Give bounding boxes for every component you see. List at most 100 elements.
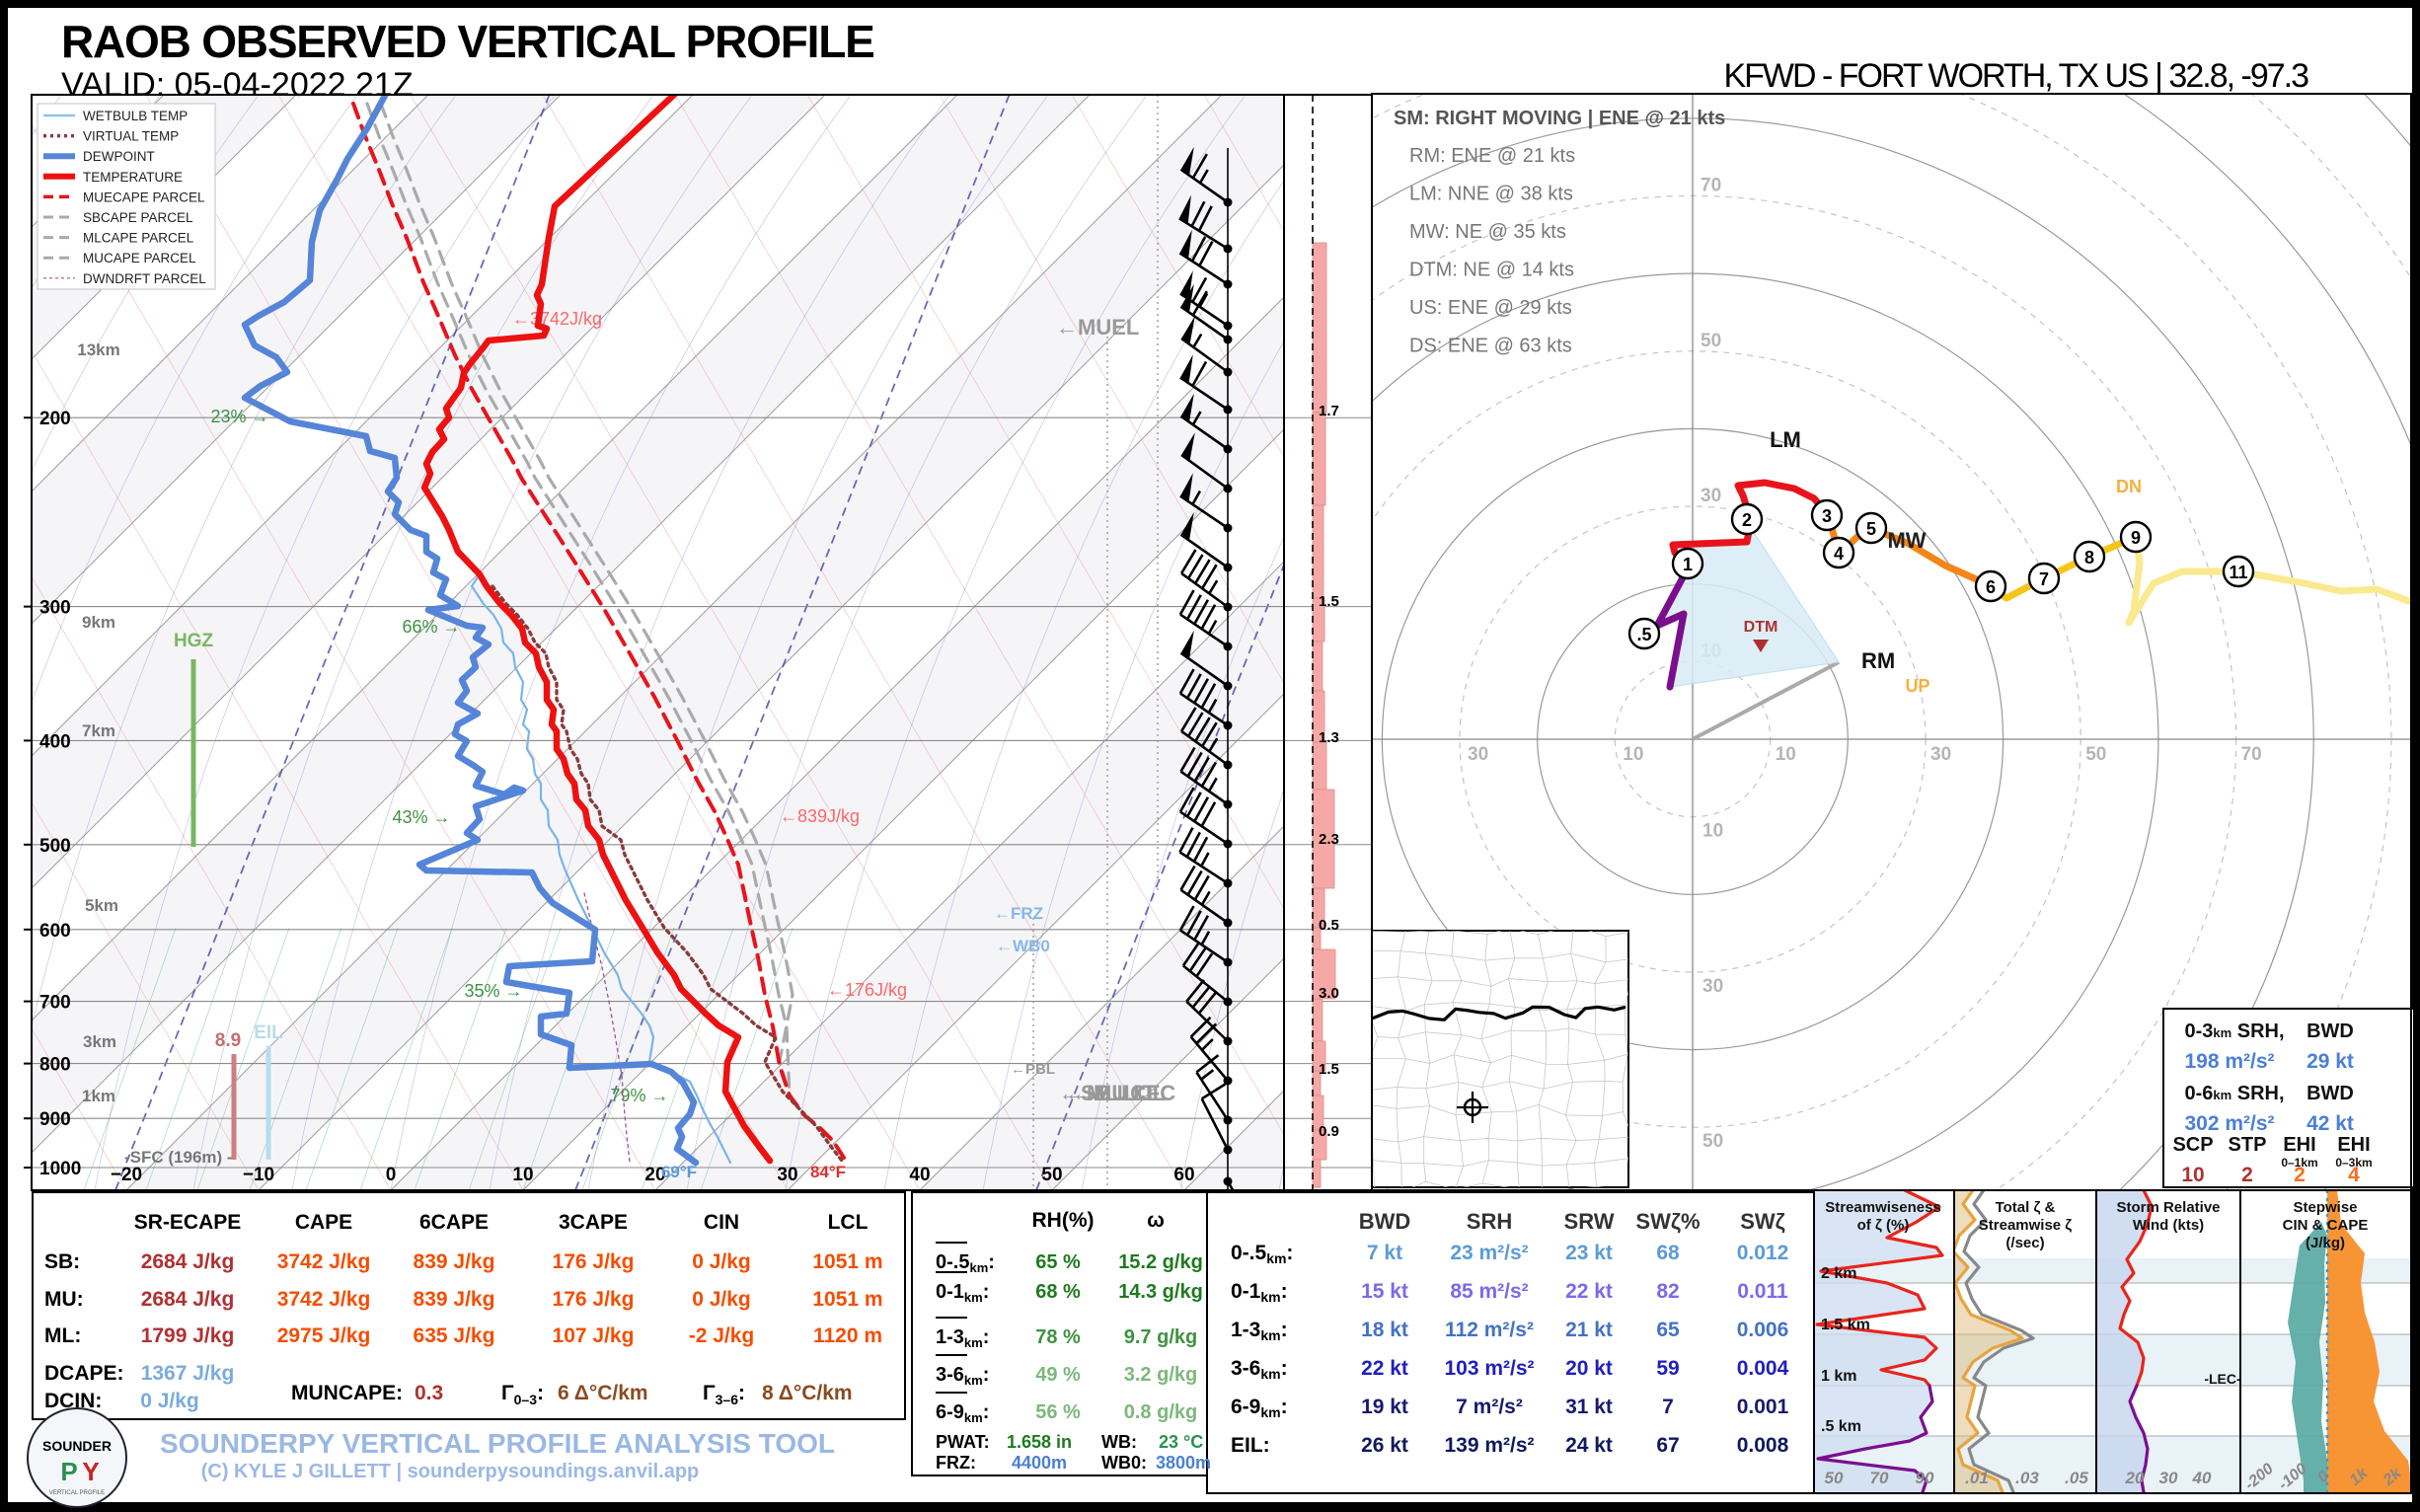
svg-text:CIN: CIN (704, 1211, 739, 1234)
svg-text:23% →: 23% → (210, 407, 268, 426)
svg-text:1051 m: 1051 m (812, 1250, 882, 1273)
svg-text:TEMPERATURE: TEMPERATURE (83, 170, 183, 185)
svg-text:WB:: WB: (1101, 1432, 1137, 1452)
svg-text:0.011: 0.011 (1737, 1280, 1788, 1303)
svg-text:22 kt: 22 kt (1565, 1280, 1613, 1303)
svg-text:MUCAPE PARCEL: MUCAPE PARCEL (83, 251, 196, 265)
svg-text:SWζ%: SWζ% (1635, 1209, 1700, 1234)
svg-text:.5 km: .5 km (1821, 1418, 1861, 1435)
svg-text:DTM: DTM (1744, 619, 1778, 636)
svg-text:15 kt: 15 kt (1361, 1280, 1408, 1303)
svg-text:EIL: EIL (254, 1022, 283, 1043)
svg-text:-2 J/kg: -2 J/kg (689, 1324, 755, 1347)
svg-text:7: 7 (2039, 569, 2049, 589)
svg-text:RH(%): RH(%) (1032, 1209, 1095, 1232)
svg-text:7km: 7km (82, 721, 115, 740)
svg-text:(C) KYLE J GILLETT | sounderpy: (C) KYLE J GILLETT | sounderpysoundings.… (201, 1461, 700, 1482)
svg-text:−10: −10 (243, 1165, 274, 1185)
svg-text:67: 67 (1656, 1434, 1679, 1457)
svg-text:−20: −20 (111, 1165, 142, 1185)
svg-text:SM: RIGHT MOVING | ENE @ 21 kt: SM: RIGHT MOVING | ENE @ 21 kts (1394, 108, 1725, 129)
svg-text:←PBL: ←PBL (1011, 1061, 1055, 1078)
svg-text:82: 82 (1656, 1280, 1679, 1303)
svg-text:BWD: BWD (1359, 1209, 1411, 1234)
svg-text:66% →: 66% → (402, 617, 460, 637)
svg-text:139 m²/s²: 139 m²/s² (1444, 1434, 1534, 1457)
svg-text:10: 10 (512, 1165, 533, 1185)
svg-text:19 kt: 19 kt (1361, 1396, 1408, 1418)
svg-text:50: 50 (1702, 1131, 1723, 1152)
svg-text:50: 50 (1701, 331, 1721, 351)
svg-text:5km: 5km (85, 896, 118, 915)
svg-text:30: 30 (1702, 976, 1723, 997)
svg-text:839 J/kg: 839 J/kg (414, 1288, 495, 1311)
svg-text:6 Δ°C/km: 6 Δ°C/km (558, 1382, 648, 1404)
svg-text:←SB LCL: ←SB LCL (1059, 1081, 1159, 1105)
svg-text:CAPE: CAPE (295, 1211, 352, 1234)
svg-text:3km: 3km (83, 1032, 116, 1051)
svg-text:4: 4 (2348, 1164, 2360, 1186)
svg-text:103 m²/s²: 103 m²/s² (1444, 1357, 1534, 1380)
svg-text:30: 30 (777, 1165, 797, 1185)
svg-text:.05: .05 (2065, 1469, 2088, 1487)
svg-text:PWAT:: PWAT: (936, 1432, 990, 1452)
svg-text:2684 J/kg: 2684 J/kg (141, 1288, 235, 1311)
svg-text:←FRZ: ←FRZ (994, 904, 1043, 923)
svg-text:HGZ: HGZ (174, 631, 214, 651)
svg-text:85 m²/s²: 85 m²/s² (1450, 1280, 1528, 1303)
svg-text:EHI: EHI (2283, 1134, 2315, 1156)
svg-text:EHI: EHI (2337, 1134, 2370, 1156)
svg-text:2 km: 2 km (1821, 1265, 1856, 1282)
svg-text:MW: MW (1887, 528, 1926, 553)
svg-text:SWζ: SWζ (1740, 1209, 1785, 1234)
svg-text:10: 10 (1702, 821, 1723, 842)
svg-text:1.5 km: 1.5 km (1821, 1317, 1870, 1333)
svg-text:70: 70 (1701, 175, 1721, 195)
svg-text:0.9: 0.9 (1319, 1123, 1339, 1140)
svg-text:4400m: 4400m (1012, 1453, 1067, 1473)
svg-text:59: 59 (1656, 1357, 1679, 1380)
svg-text:9.7 g/kg: 9.7 g/kg (1124, 1326, 1197, 1348)
svg-text:4: 4 (1834, 544, 1844, 564)
svg-text:FRZ:: FRZ: (936, 1453, 976, 1473)
svg-text:23 kt: 23 kt (1565, 1242, 1613, 1264)
svg-text:LM: LM (1770, 427, 1801, 452)
svg-text:60: 60 (1173, 1165, 1194, 1185)
svg-text:SRW: SRW (1564, 1209, 1615, 1234)
svg-text:15.2 g/kg: 15.2 g/kg (1118, 1251, 1203, 1273)
svg-text:RAOB OBSERVED VERTICAL PROFILE: RAOB OBSERVED VERTICAL PROFILE (61, 16, 874, 67)
svg-text:7 kt: 7 kt (1367, 1242, 1402, 1264)
svg-text:13km: 13km (77, 340, 119, 359)
svg-text:3CAPE: 3CAPE (559, 1211, 628, 1234)
svg-text:LCL: LCL (828, 1211, 869, 1234)
svg-text:176 J/kg: 176 J/kg (553, 1250, 635, 1273)
svg-text:400: 400 (39, 731, 71, 752)
svg-text:1367 J/kg: 1367 J/kg (141, 1362, 235, 1385)
svg-text:900: 900 (39, 1109, 71, 1130)
svg-text:21 kt: 21 kt (1565, 1319, 1613, 1341)
svg-text:6: 6 (1986, 577, 1996, 597)
svg-text:30: 30 (2159, 1469, 2178, 1487)
svg-text:69°F: 69°F (661, 1163, 697, 1181)
svg-text:0.006: 0.006 (1737, 1319, 1789, 1341)
svg-text:24 kt: 24 kt (1565, 1434, 1613, 1457)
svg-text:600: 600 (39, 921, 71, 942)
svg-text:20: 20 (2125, 1469, 2145, 1487)
svg-text:50: 50 (2085, 744, 2106, 765)
svg-text:65 %: 65 % (1035, 1251, 1081, 1273)
svg-text:Total ζ &: Total ζ & (1996, 1199, 2056, 1216)
svg-text:LM: NNE @ 38 kts: LM: NNE @ 38 kts (1409, 184, 1573, 205)
svg-text:35% →: 35% → (464, 981, 522, 1001)
svg-text:1.7: 1.7 (1319, 403, 1339, 419)
svg-text:112 m²/s²: 112 m²/s² (1445, 1319, 1534, 1341)
svg-text:0-1km:: 0-1km: (936, 1281, 989, 1305)
svg-text:2: 2 (1742, 510, 1752, 530)
svg-text:Wind (kts): Wind (kts) (2133, 1217, 2204, 1234)
svg-text:(/sec): (/sec) (2005, 1235, 2044, 1251)
svg-text:0.8 g/kg: 0.8 g/kg (1124, 1401, 1197, 1423)
svg-text:0-3km SRH,: 0-3km SRH, (2184, 1021, 2284, 1042)
svg-text:←MUEL: ←MUEL (1056, 315, 1139, 340)
svg-text:.5: .5 (1636, 625, 1651, 644)
svg-text:DTM: NE @ 14 kts: DTM: NE @ 14 kts (1409, 260, 1574, 281)
svg-text:1.5: 1.5 (1319, 1061, 1339, 1078)
